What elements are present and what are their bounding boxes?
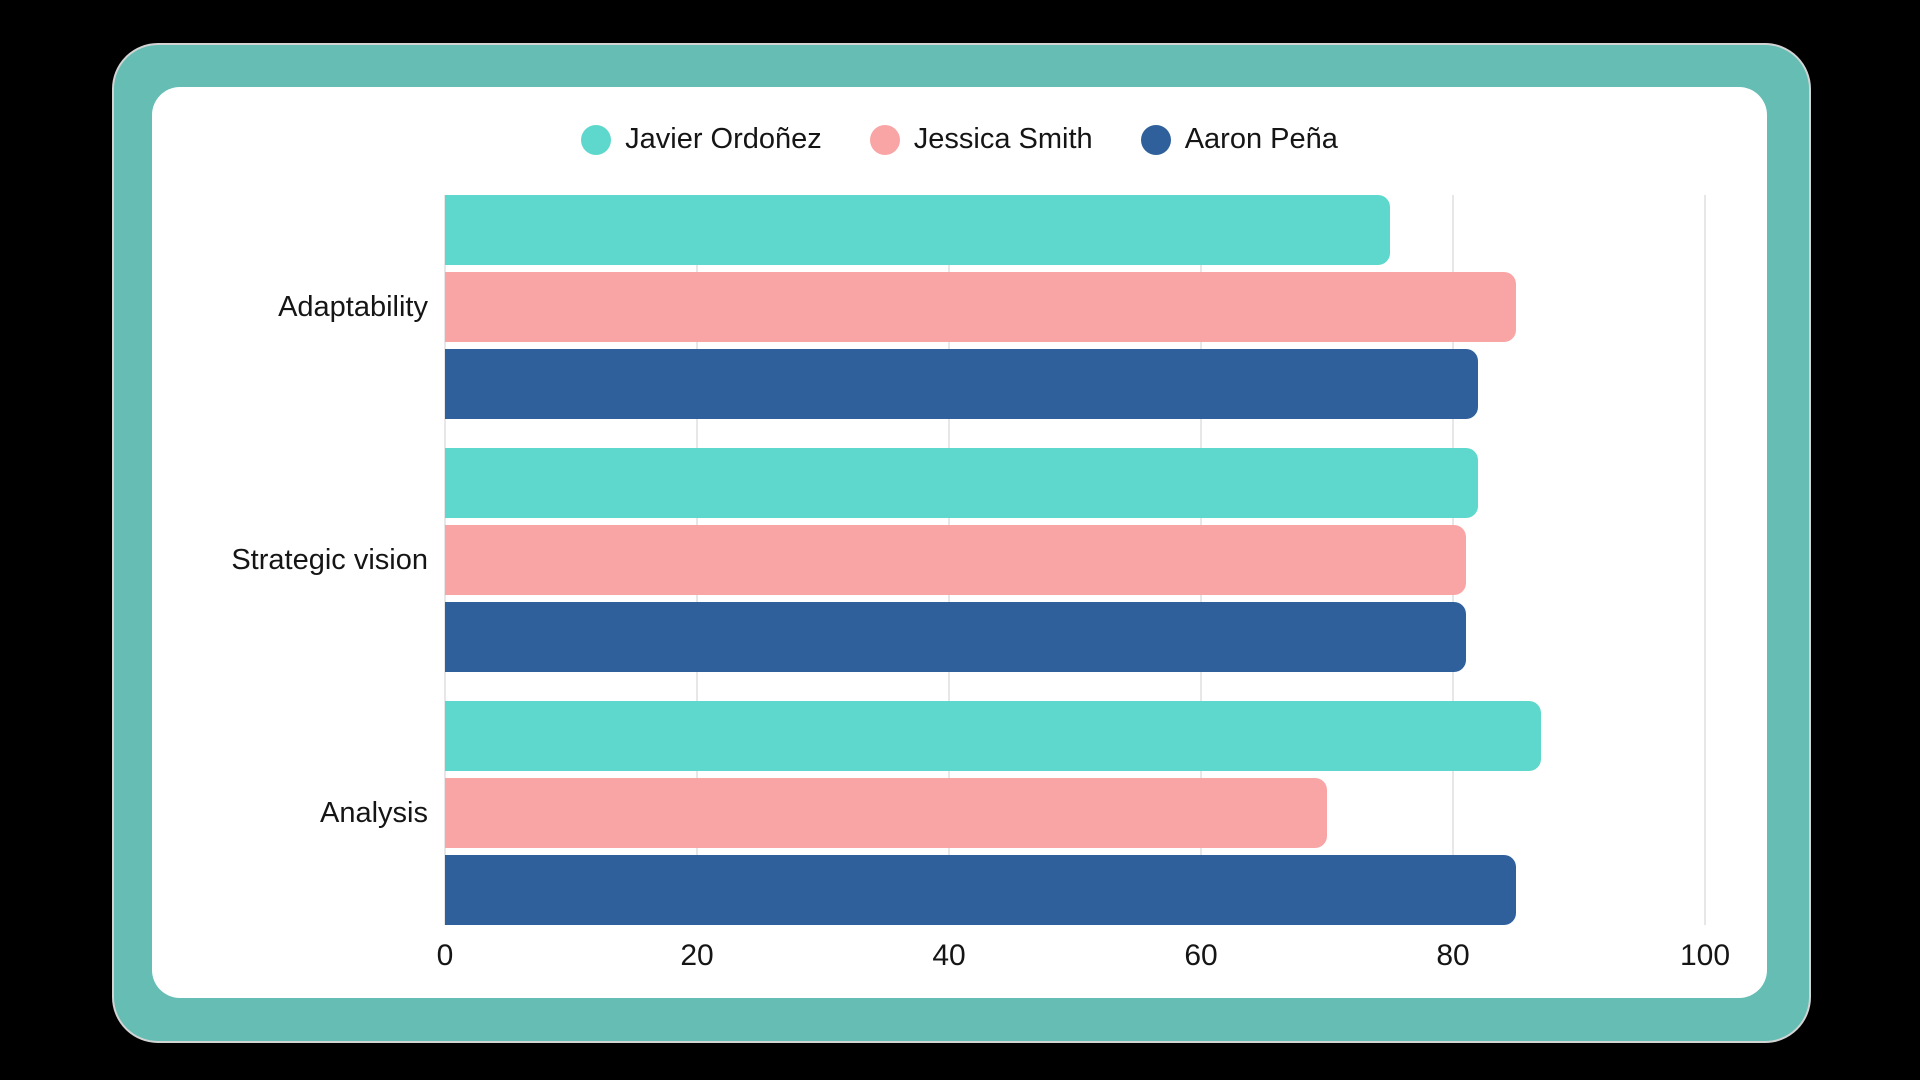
x-tick-label: 80: [1436, 939, 1470, 972]
card-frame: Javier Ordoñez Jessica Smith Aaron Peña Ad…: [112, 43, 1811, 1043]
x-tick-label: 60: [1184, 939, 1218, 972]
chart-card: Javier Ordoñez Jessica Smith Aaron Peña Ad…: [152, 87, 1767, 998]
bar: [445, 778, 1327, 848]
category-axis: Adaptability Strategic vision Analysis: [152, 195, 428, 925]
chart-legend: Javier Ordoñez Jessica Smith Aaron Peña: [152, 123, 1767, 156]
bar: [445, 272, 1516, 342]
category-label: Adaptability: [278, 290, 428, 323]
legend-item: Jessica Smith: [869, 123, 1093, 156]
category-label: Analysis: [320, 796, 428, 829]
x-tick-label: 40: [932, 939, 966, 972]
legend-label: Javier Ordoñez: [625, 123, 822, 155]
bar: [445, 195, 1390, 265]
bar: [445, 349, 1479, 419]
bars-layer: [445, 195, 1705, 925]
bar: [445, 448, 1479, 518]
bar: [445, 525, 1466, 595]
bar: [445, 602, 1466, 672]
legend-label: Aaron Peña: [1184, 123, 1338, 155]
x-tick-label: 0: [436, 939, 454, 972]
legend-label: Jessica Smith: [913, 123, 1093, 155]
bar-group: [445, 195, 1705, 419]
bar: [445, 855, 1516, 925]
category-label-cell: Adaptability: [152, 195, 428, 419]
category-label-cell: Analysis: [152, 701, 428, 925]
legend-swatch-icon: [581, 124, 612, 155]
bar-group: [445, 448, 1705, 672]
x-tick-label: 100: [1679, 939, 1731, 972]
x-tick-label: 20: [680, 939, 714, 972]
legend-item: Aaron Peña: [1140, 123, 1338, 156]
category-label-cell: Strategic vision: [152, 448, 428, 672]
legend-swatch-icon: [869, 124, 900, 155]
legend-item: Javier Ordoñez: [581, 123, 822, 156]
bar-group: [445, 701, 1705, 925]
bar: [445, 701, 1542, 771]
category-label: Strategic vision: [231, 543, 428, 576]
plot-area: [444, 195, 1706, 925]
x-axis: 0 20 40 60 80 100: [437, 939, 1730, 979]
legend-swatch-icon: [1140, 124, 1171, 155]
gridline: [1704, 195, 1706, 925]
